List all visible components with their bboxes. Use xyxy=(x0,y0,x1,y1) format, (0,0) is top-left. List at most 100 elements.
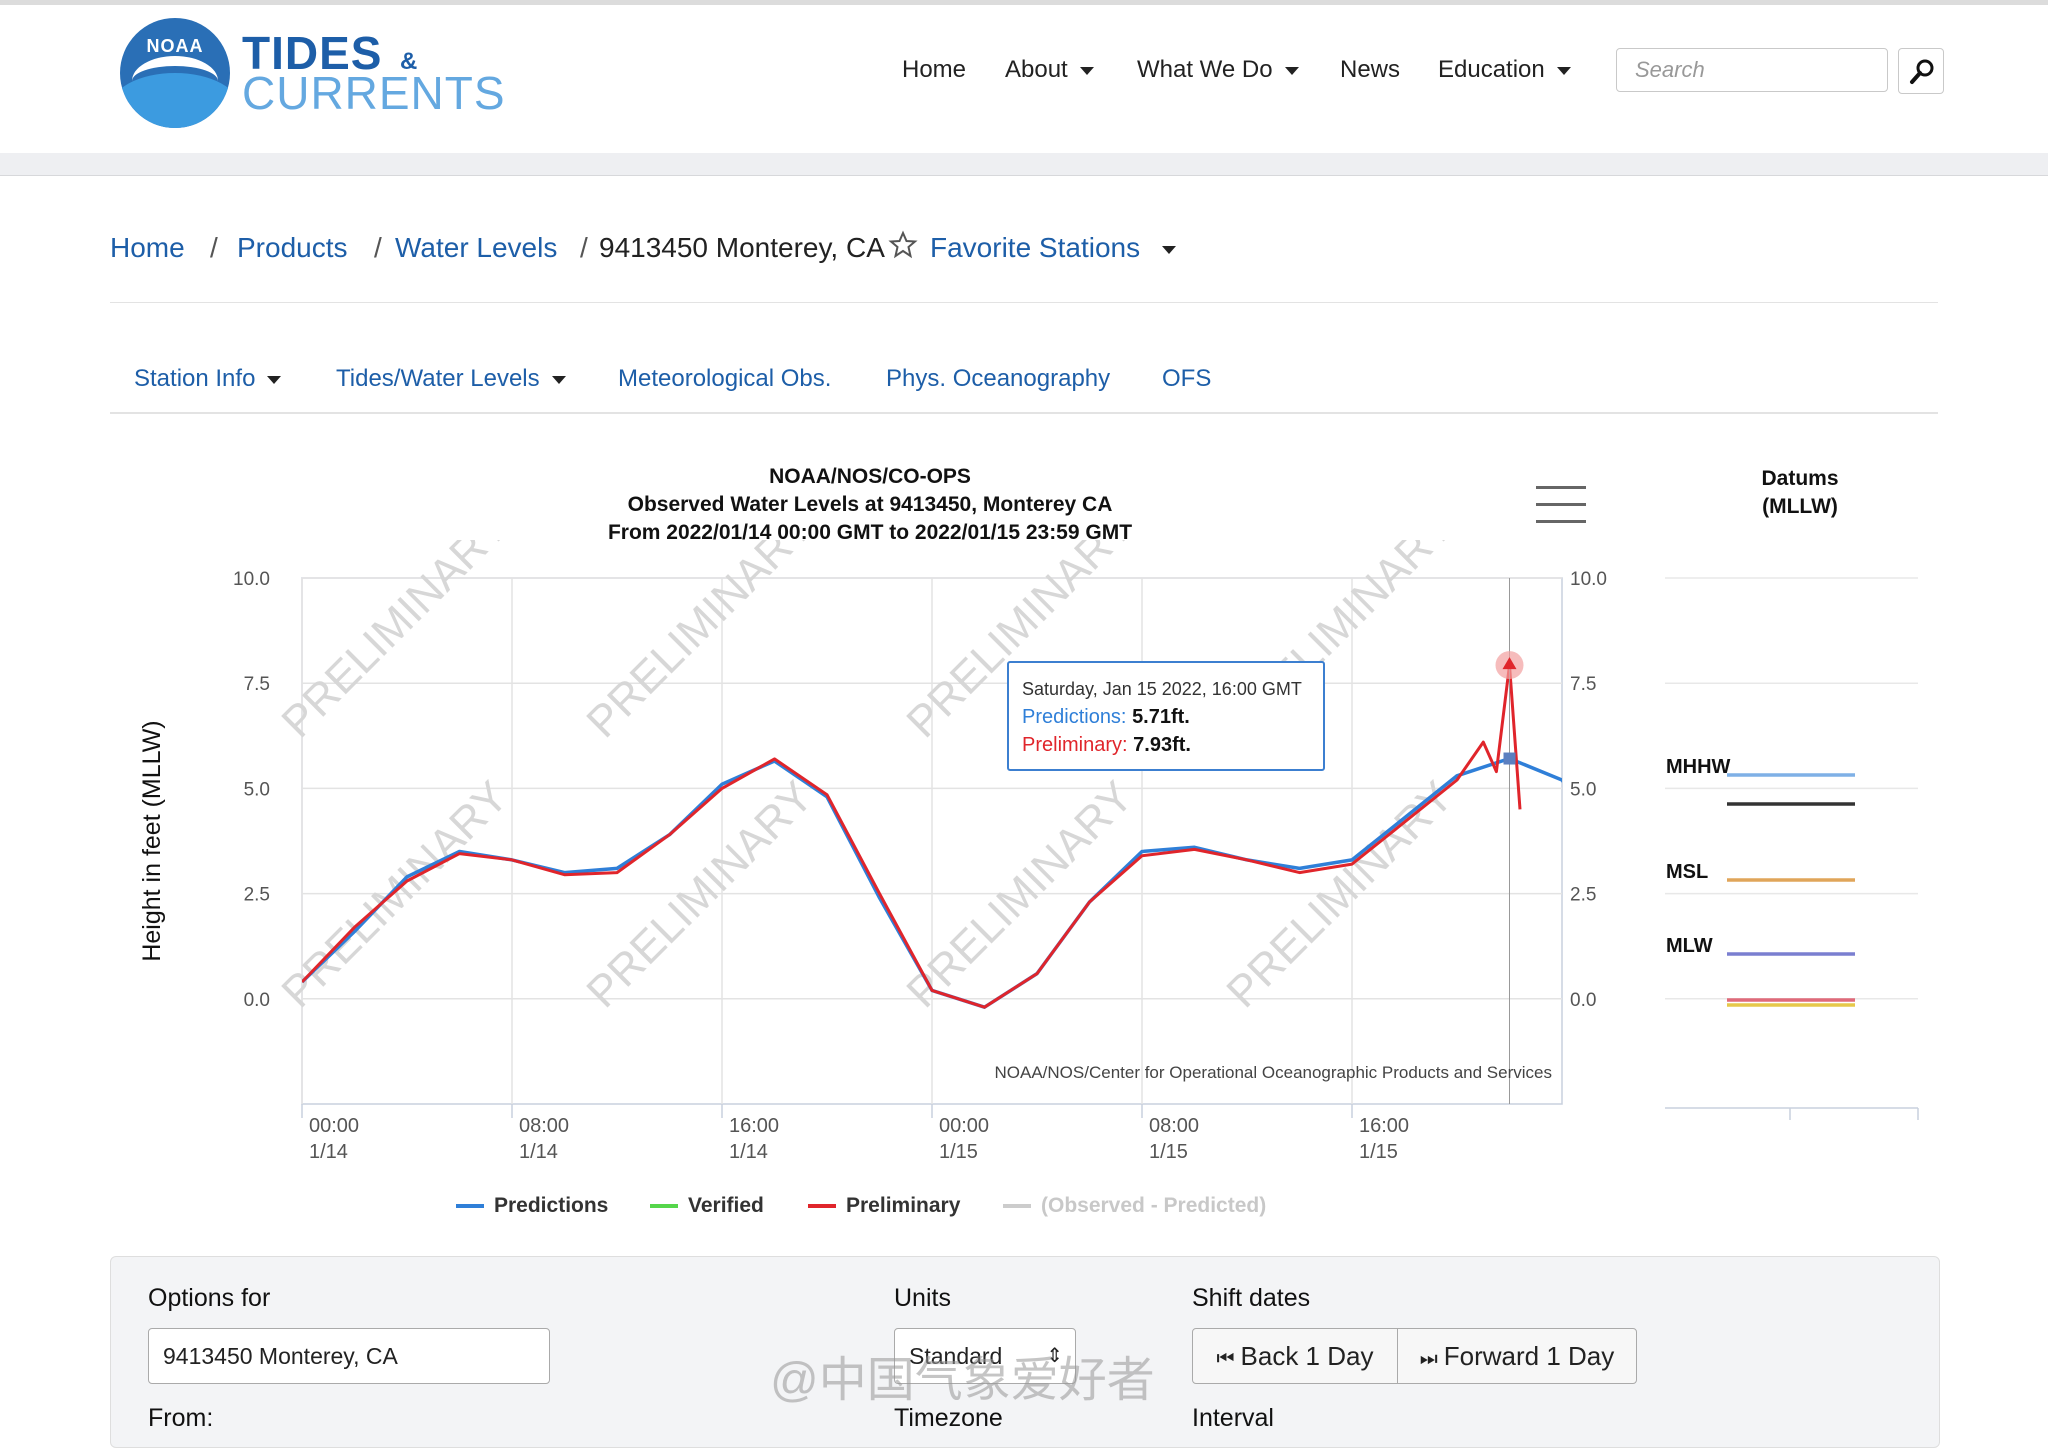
caret-down-icon xyxy=(1079,66,1094,75)
search-icon xyxy=(1910,59,1934,84)
nav-about[interactable]: About xyxy=(1005,54,1094,86)
datums-title-line2: (MLLW) xyxy=(1762,495,1838,518)
legend-swatch xyxy=(1003,1204,1031,1209)
nav-what-we-do[interactable]: What We Do xyxy=(1137,54,1299,86)
legend-preliminary[interactable]: Preliminary xyxy=(808,1194,960,1218)
skip-back-icon: ⏮ xyxy=(1216,1348,1235,1370)
x-tick-time: 00:00 xyxy=(309,1115,359,1137)
tab-meteorological-obs[interactable]: Meteorological Obs. xyxy=(618,365,832,392)
header-subbar xyxy=(0,153,2048,176)
legend-label: Verified xyxy=(688,1194,764,1217)
datums-title-line1: Datums xyxy=(1761,467,1839,490)
nav-education[interactable]: Education xyxy=(1438,54,1571,86)
caret-down-icon xyxy=(267,375,282,384)
tab-tides-water-levels[interactable]: Tides/Water Levels xyxy=(336,362,566,396)
search-button[interactable] xyxy=(1898,48,1944,94)
legend-label: (Observed - Predicted) xyxy=(1041,1194,1267,1217)
datum-label: MSL xyxy=(1666,861,1708,883)
tooltip-predictions: Predictions: 5.71ft. xyxy=(1022,706,1190,728)
x-tick-date: 1/15 xyxy=(1359,1141,1398,1163)
nav-news-label: News xyxy=(1340,56,1401,83)
y-tick-label-left: 0.0 xyxy=(244,990,270,1011)
legend-verified[interactable]: Verified xyxy=(650,1194,764,1218)
options-title: Options for xyxy=(148,1284,271,1312)
weibo-watermark: @中国气象爱好者 xyxy=(770,1354,1155,1407)
top-border xyxy=(0,0,2048,5)
x-tick-date: 1/14 xyxy=(519,1141,558,1163)
y-tick-label-left: 10.0 xyxy=(233,569,270,590)
caret-down-icon xyxy=(1284,66,1299,75)
noaa-logo-text: NOAA xyxy=(146,36,204,56)
favorite-stations-dropdown[interactable]: Favorite Stations xyxy=(930,228,1177,268)
nav-news[interactable]: News xyxy=(1340,54,1400,86)
breadcrumb-separator: / xyxy=(580,232,588,263)
tab-phys-oceanography[interactable]: Phys. Oceanography xyxy=(886,365,1111,392)
y-axis-title: Height in feet (MLLW) xyxy=(138,720,166,961)
noaa-logo-icon[interactable]: NOAA xyxy=(120,18,230,128)
prediction-point-marker xyxy=(1503,752,1516,765)
divider xyxy=(110,302,1938,303)
chart-date-range: From 2022/01/14 00:00 GMT to 2022/01/15 … xyxy=(607,521,1133,544)
tab-station-info-label: Station Info xyxy=(134,365,256,392)
caret-down-icon xyxy=(551,375,566,384)
nav-education-label: Education xyxy=(1438,56,1545,83)
water-level-chart[interactable]: 10.0 10.0 7.5 7.5 5.0 5.0 2.5 2.5 0.0 0.0 00:00 1/1… xyxy=(0,540,2048,1180)
legend-swatch xyxy=(808,1204,836,1209)
chart-subtitle: Observed Water Levels at 9413450, Monter… xyxy=(627,493,1113,516)
legend-label: Preliminary xyxy=(846,1194,961,1217)
y-tick-label-right: 7.5 xyxy=(1570,674,1596,695)
datum-label: MHHW xyxy=(1666,756,1731,778)
tab-station-info[interactable]: Station Info xyxy=(134,362,282,396)
units-label: Units xyxy=(894,1284,951,1312)
x-tick-date: 1/15 xyxy=(1149,1141,1188,1163)
datum-label: MLW xyxy=(1666,935,1713,957)
logo-title-currents[interactable]: CURRENTS xyxy=(242,67,506,119)
legend-predictions[interactable]: Predictions xyxy=(456,1194,608,1218)
breadcrumb-separator: / xyxy=(210,232,218,263)
star-icon[interactable] xyxy=(888,230,918,260)
legend-observed-predicted[interactable]: (Observed - Predicted) xyxy=(1003,1194,1266,1218)
back-1-day-label: Back 1 Day xyxy=(1240,1341,1374,1371)
x-tick-time: 16:00 xyxy=(1359,1115,1409,1137)
back-1-day-button[interactable]: ⏮ Back 1 Day xyxy=(1192,1328,1398,1384)
logo-title-tides[interactable]: TIDES xyxy=(242,27,383,79)
nav-home[interactable]: Home xyxy=(902,54,966,86)
breadcrumb-home[interactable]: Home xyxy=(110,232,185,263)
units-selected-value: Standard xyxy=(909,1343,1003,1369)
series-group xyxy=(302,663,1562,1009)
y-tick-label-right: 5.0 xyxy=(1570,779,1596,800)
y-tick-label-right: 10.0 xyxy=(1570,569,1607,590)
units-select[interactable]: Standard ⇕ xyxy=(894,1328,1076,1384)
forward-1-day-label: Forward 1 Day xyxy=(1443,1341,1615,1371)
series-preliminary-line[interactable] xyxy=(302,663,1522,1009)
tooltip-box xyxy=(1007,661,1325,771)
nav-about-label: About xyxy=(1005,56,1068,83)
favorite-stations-label: Favorite Stations xyxy=(930,232,1141,263)
from-label: From: xyxy=(148,1404,214,1432)
updown-arrow-icon: ⇕ xyxy=(1046,1345,1063,1367)
interval-label: Interval xyxy=(1192,1404,1274,1432)
tab-ofs[interactable]: OFS xyxy=(1162,365,1212,392)
logo-title-amp: & xyxy=(400,48,418,75)
legend-swatch xyxy=(650,1204,678,1209)
legend-swatch xyxy=(456,1204,484,1209)
breadcrumb-station: 9413450 Monterey, CA xyxy=(599,232,885,263)
y-tick-label-left: 5.0 xyxy=(244,779,270,800)
chart-menu-icon[interactable] xyxy=(1536,486,1586,530)
breadcrumb-products[interactable]: Products xyxy=(237,232,348,263)
nav-what-we-do-label: What We Do xyxy=(1137,56,1273,83)
x-tick-time: 08:00 xyxy=(519,1115,569,1137)
x-tick-date: 1/15 xyxy=(939,1141,978,1163)
y-tick-label-right: 2.5 xyxy=(1570,885,1596,906)
tab-tides-water-levels-label: Tides/Water Levels xyxy=(336,365,540,392)
station-field[interactable]: 9413450 Monterey, CA xyxy=(148,1328,550,1384)
x-tick-time: 08:00 xyxy=(1149,1115,1199,1137)
search-input[interactable] xyxy=(1616,48,1888,92)
forward-1-day-button[interactable]: ⏭ Forward 1 Day xyxy=(1397,1328,1637,1384)
tooltip-date: Saturday, Jan 15 2022, 16:00 GMT xyxy=(1022,679,1302,699)
x-tick-date: 1/14 xyxy=(729,1141,768,1163)
y-tick-label-left: 2.5 xyxy=(244,885,270,906)
breadcrumb-water-levels[interactable]: Water Levels xyxy=(395,232,558,263)
legend-label: Predictions xyxy=(494,1194,609,1217)
y-tick-label-left: 7.5 xyxy=(244,674,270,695)
